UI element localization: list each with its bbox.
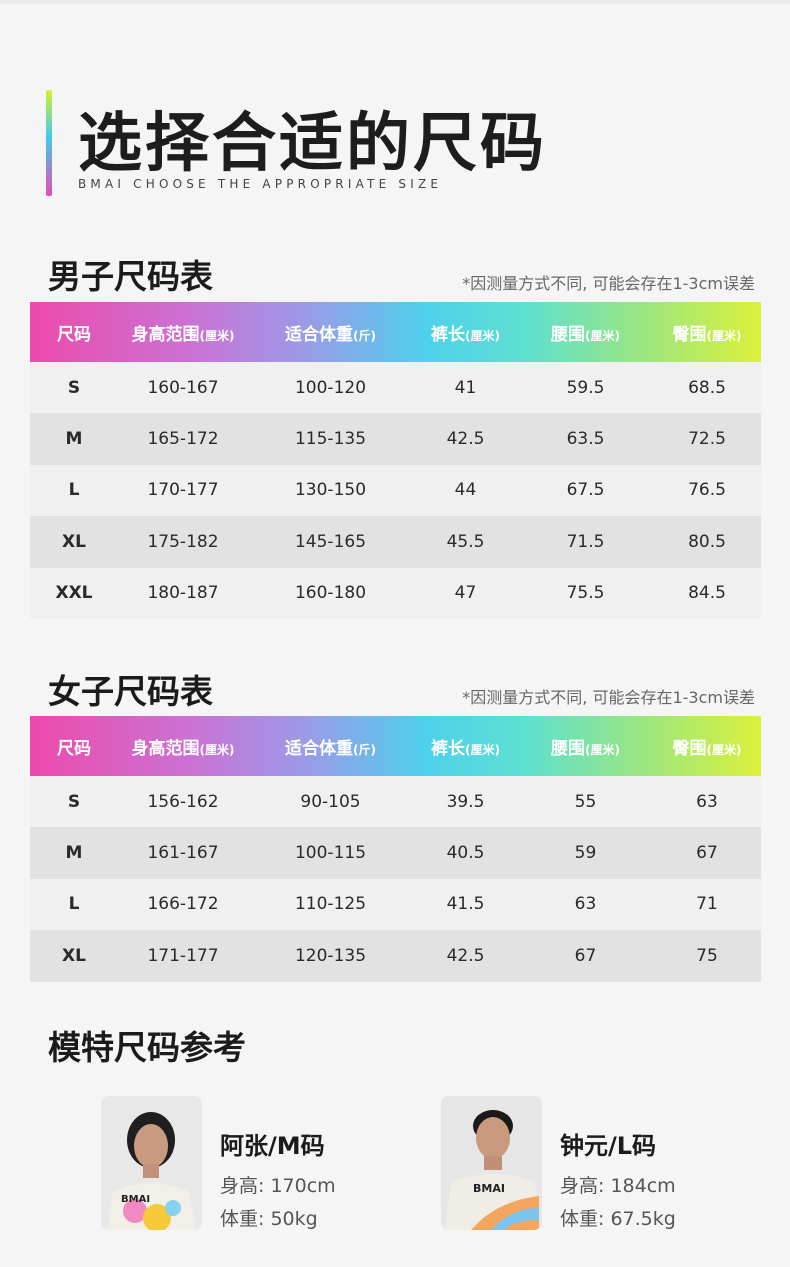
- table-row: S 156-162 90-105 39.5 55 63: [30, 776, 761, 828]
- cell-height: 175-182: [147, 531, 219, 552]
- cell-size: XL: [62, 945, 86, 966]
- model-height-female: 身高: 170cm: [220, 1175, 336, 1197]
- cell-waist: 67: [574, 945, 597, 966]
- cell-waist: 59.5: [566, 377, 605, 398]
- header-height: 身高范围(厘米): [131, 324, 235, 345]
- top-divider: [0, 0, 790, 4]
- cell-weight: 115-135: [294, 429, 367, 450]
- cell-hip: 67: [696, 843, 718, 864]
- header-pants-length: 裤长(厘米): [431, 324, 500, 345]
- cell-hip: 76.5: [688, 480, 726, 501]
- table-row: XXL 180-187 160-180 47 75.5 84.5: [30, 567, 761, 619]
- cell-weight: 160-180: [294, 583, 367, 604]
- women-size-chart-title: 女子尺码表: [48, 672, 213, 711]
- cell-size: L: [68, 480, 80, 501]
- svg-text:BMAI: BMAI: [121, 1194, 150, 1205]
- men-measurement-note: *因测量方式不同, 可能会存在1-3cm误差: [462, 274, 755, 293]
- cell-hip: 75: [696, 945, 718, 966]
- model-weight-male: 体重: 67.5kg: [560, 1208, 676, 1230]
- cell-pants-length: 42.5: [446, 945, 485, 966]
- cell-waist: 55: [574, 791, 597, 812]
- cell-height: 166-172: [147, 894, 219, 915]
- cell-pants-length: 39.5: [446, 791, 485, 812]
- women-table-header: 尺码 身高范围(厘米) 适合体重(斤) 裤长(厘米) 腰围(厘米) 臀围(厘米): [30, 716, 761, 776]
- model-name-female: 阿张/M码: [220, 1132, 325, 1160]
- cell-pants-length: 40.5: [446, 843, 485, 864]
- svg-text:BMAI: BMAI: [473, 1182, 505, 1195]
- table-row: M 165-172 115-135 42.5 63.5 72.5: [30, 413, 761, 465]
- header-hip: 臀围(厘米): [672, 324, 742, 345]
- cell-size: M: [65, 843, 83, 864]
- cell-pants-length: 44: [454, 480, 477, 501]
- cell-weight: 145-165: [294, 531, 367, 552]
- cell-weight: 90-105: [300, 791, 361, 812]
- table-row: L 170-177 130-150 44 67.5 76.5: [30, 464, 761, 517]
- cell-hip: 80.5: [688, 531, 726, 552]
- table-row: L 166-172 110-125 41.5 63 71: [30, 878, 761, 931]
- cell-size: L: [68, 894, 80, 915]
- gradient-accent-bar: [46, 90, 52, 196]
- table-row: XL 171-177 120-135 42.5 67 75: [30, 930, 761, 982]
- header-pants-length: 裤长(厘米): [431, 738, 500, 759]
- women-size-table: 尺码 身高范围(厘米) 适合体重(斤) 裤长(厘米) 腰围(厘米) 臀围(厘米)…: [30, 716, 761, 982]
- cell-waist: 67.5: [566, 480, 605, 501]
- cell-waist: 59: [574, 843, 597, 864]
- model-photo-male: BMAI: [441, 1096, 542, 1230]
- cell-hip: 63: [696, 791, 718, 812]
- page-title: 选择合适的尺码: [78, 107, 547, 181]
- header-weight: 适合体重(斤): [285, 738, 376, 759]
- cell-hip: 68.5: [688, 377, 726, 398]
- cell-size: S: [67, 377, 81, 398]
- cell-waist: 75.5: [566, 583, 605, 604]
- model-weight-female: 体重: 50kg: [220, 1208, 318, 1230]
- header-weight: 适合体重(斤): [285, 324, 376, 345]
- model-reference-title: 模特尺码参考: [48, 1028, 246, 1067]
- header-hip: 臀围(厘米): [672, 738, 742, 759]
- cell-weight: 110-125: [294, 894, 367, 915]
- cell-size: M: [65, 429, 83, 450]
- cell-hip: 71: [696, 894, 718, 915]
- cell-size: XXL: [55, 583, 93, 604]
- model-height-male: 身高: 184cm: [560, 1175, 676, 1197]
- cell-height: 160-167: [147, 377, 219, 398]
- cell-pants-length: 47: [454, 583, 477, 604]
- header-waist: 腰围(厘米): [551, 324, 620, 345]
- cell-weight: 120-135: [294, 945, 367, 966]
- women-measurement-note: *因测量方式不同, 可能会存在1-3cm误差: [462, 688, 755, 707]
- cell-waist: 71.5: [566, 531, 605, 552]
- table-row: XL 175-182 145-165 45.5 71.5 80.5: [30, 516, 761, 568]
- cell-weight: 100-120: [294, 377, 367, 398]
- cell-height: 170-177: [147, 480, 219, 501]
- cell-height: 171-177: [147, 945, 219, 966]
- cell-height: 180-187: [147, 583, 219, 604]
- header-waist: 腰围(厘米): [551, 738, 620, 759]
- table-row: S 160-167 100-120 41 59.5 68.5: [30, 362, 761, 414]
- cell-size: S: [67, 791, 81, 812]
- header-size: 尺码: [57, 324, 91, 345]
- table-row: M 161-167 100-115 40.5 59 67: [30, 827, 761, 879]
- men-size-table: 尺码 身高范围(厘米) 适合体重(斤) 裤长(厘米) 腰围(厘米) 臀围(厘米)…: [30, 302, 761, 619]
- cell-size: XL: [62, 531, 86, 552]
- cell-weight: 100-115: [294, 843, 367, 864]
- cell-height: 165-172: [147, 429, 219, 450]
- cell-waist: 63: [574, 894, 597, 915]
- cell-pants-length: 41: [454, 377, 477, 398]
- cell-hip: 84.5: [688, 583, 726, 604]
- cell-pants-length: 42.5: [446, 429, 485, 450]
- men-size-chart-title: 男子尺码表: [48, 257, 213, 296]
- cell-height: 161-167: [147, 843, 219, 864]
- cell-pants-length: 41.5: [446, 894, 485, 915]
- cell-weight: 130-150: [294, 480, 367, 501]
- header-size: 尺码: [57, 738, 91, 759]
- header-height: 身高范围(厘米): [131, 738, 235, 759]
- cell-height: 156-162: [147, 791, 219, 812]
- model-name-male: 钟元/L码: [560, 1132, 657, 1160]
- model-photo-female: BMAI: [101, 1096, 202, 1230]
- men-table-header: 尺码 身高范围(厘米) 适合体重(斤) 裤长(厘米) 腰围(厘米) 臀围(厘米): [30, 302, 761, 362]
- page-subtitle: BMAI CHOOSE THE APPROPRIATE SIZE: [78, 177, 443, 191]
- cell-pants-length: 45.5: [446, 531, 485, 552]
- cell-hip: 72.5: [688, 429, 726, 450]
- cell-waist: 63.5: [566, 429, 605, 450]
